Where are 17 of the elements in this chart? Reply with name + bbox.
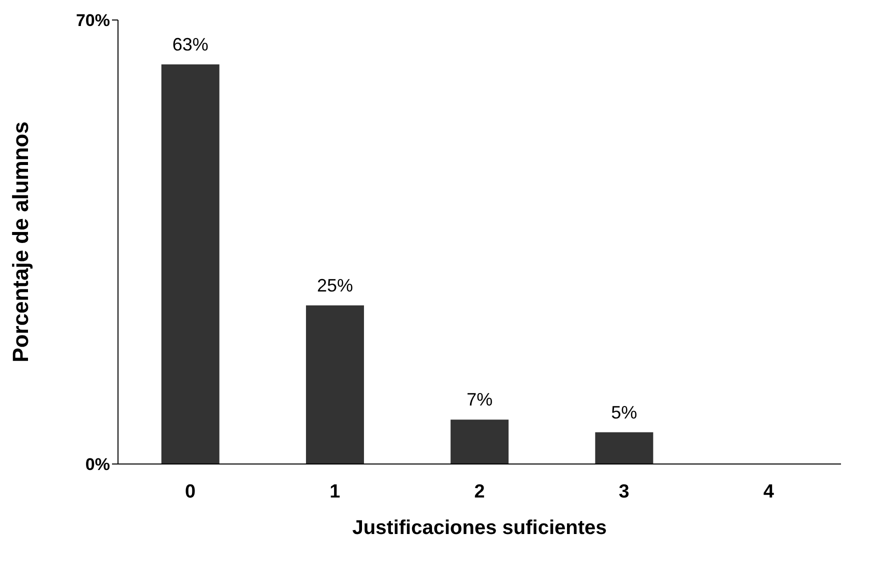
bar [450,420,509,464]
bar [161,64,220,464]
x-tick-label: 0 [185,481,196,502]
x-tick-label: 4 [763,481,774,502]
x-tick-label: 3 [618,481,630,502]
y-axis-title: Porcentaje de alumnos [8,122,33,362]
x-tick-label: 2 [474,481,485,502]
data-label: 63% [172,34,208,54]
bar [595,432,654,464]
data-label: 5% [611,402,638,422]
y-tick-label: 0% [85,455,110,474]
bar [306,305,364,464]
x-tick-label: 1 [330,481,341,502]
y-tick-label: 70% [76,11,110,30]
data-label: 25% [316,275,353,296]
x-axis-title: Justificaciones suficientes [352,517,607,539]
data-label: 7% [466,390,493,410]
